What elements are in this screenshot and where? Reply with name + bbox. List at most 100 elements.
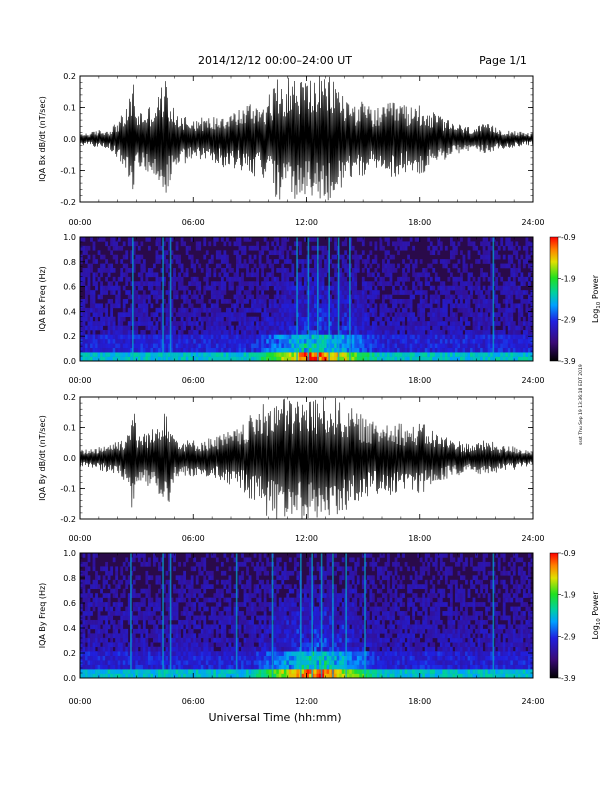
spectrogram-cell: [95, 303, 98, 309]
spectrogram-cell: [522, 321, 526, 326]
spectrogram-cell: [198, 642, 202, 648]
spectrogram-cell: [150, 334, 154, 340]
spectrogram-cell: [112, 588, 116, 594]
spectrogram-cell: [419, 307, 423, 313]
spectrogram-cell: [253, 254, 257, 260]
spectrogram-cell: [449, 307, 453, 313]
spectrogram-cell: [205, 584, 209, 590]
spectrogram-cell: [414, 347, 418, 353]
spectrogram-cell: [517, 356, 521, 361]
spectrogram-cell: [404, 290, 408, 295]
spectrogram-cell: [321, 338, 325, 344]
spectrogram-cell: [271, 241, 275, 247]
spectrogram-cell: [361, 334, 365, 340]
spectrogram-cell: [198, 633, 202, 639]
spectrogram-cell: [122, 593, 126, 598]
spectrogram-cell: [346, 281, 350, 287]
spectrogram-cell: [238, 285, 242, 291]
spectrogram-cell: [248, 338, 252, 344]
spectrogram-cell: [147, 584, 151, 590]
spectrogram-cell: [185, 584, 189, 590]
spectrogram-cell: [127, 237, 131, 242]
spectrogram-cell: [173, 347, 176, 353]
spectrogram-cell: [241, 325, 244, 331]
spectrogram-cell: [85, 570, 88, 576]
spectrogram-cell: [384, 250, 388, 256]
spectrogram-cell: [414, 259, 418, 264]
spectrogram-cell: [135, 299, 139, 304]
spectrogram-cell: [283, 294, 287, 300]
spectrogram-cell: [364, 338, 368, 344]
spectrogram-cell: [397, 250, 400, 256]
spectrogram-cell: [241, 338, 244, 344]
spectrogram-cell: [125, 334, 129, 340]
spectrogram-cell: [147, 245, 151, 251]
spectrogram-cell: [215, 303, 219, 309]
spectrogram-cell: [203, 334, 207, 340]
spectrogram-cell: [185, 624, 189, 630]
spectrogram-cell: [142, 290, 146, 295]
spectrogram-cell: [140, 588, 144, 594]
spectrogram-cell: [115, 254, 119, 260]
spectrogram-cell: [198, 281, 202, 287]
spectrogram-cell: [158, 575, 161, 581]
spectrogram-cell: [175, 637, 179, 643]
spectrogram-cell: [122, 352, 126, 357]
spectrogram-cell: [467, 276, 471, 282]
spectrogram-cell: [319, 334, 322, 340]
spectrogram-cell: [180, 664, 184, 670]
spectrogram-cell: [190, 628, 194, 634]
spectrogram-cell: [155, 597, 159, 603]
spectrogram-cell: [321, 352, 325, 357]
spectrogram-cell: [180, 312, 184, 318]
spectrogram-cell: [215, 655, 219, 661]
spectrogram-cell: [314, 325, 317, 331]
spectrogram-cell: [145, 307, 149, 313]
spectrogram-cell: [266, 254, 270, 260]
spectrogram-cell: [170, 624, 174, 630]
spectrogram-cell: [437, 338, 441, 344]
spectrogram-cell: [281, 321, 285, 326]
spectrogram-cell: [434, 294, 438, 300]
spectrogram-cell: [120, 566, 124, 572]
spectrogram-cell: [97, 294, 101, 300]
spectrogram-cell: [110, 303, 114, 309]
spectrogram-cell: [175, 673, 179, 678]
spectrogram-cell: [122, 588, 126, 594]
spectrogram-cell: [354, 330, 358, 335]
spectrogram-cell: [314, 237, 317, 242]
spectrogram-cell: [137, 673, 141, 678]
spectrogram-cell: [213, 285, 217, 291]
spectrogram-cell: [173, 281, 176, 287]
spectrogram-cell: [223, 290, 227, 295]
spectrogram-cell: [356, 294, 360, 300]
spectrogram-cell: [261, 285, 265, 291]
spectrogram-cell: [100, 303, 103, 309]
spectrogram-cell: [155, 669, 159, 674]
spectrogram-cell: [183, 347, 186, 353]
spectrogram-cell: [158, 294, 161, 300]
spectrogram-cell: [452, 352, 456, 357]
spectrogram-cell: [155, 606, 159, 612]
spectrogram-cell: [334, 272, 337, 278]
spectrogram-cell: [90, 268, 93, 273]
spectrogram-cell: [510, 285, 514, 291]
spectrogram-cell: [434, 330, 438, 335]
spectrogram-cell: [140, 268, 144, 273]
spectrogram-cell: [82, 570, 86, 576]
spectrogram-cell: [110, 664, 114, 670]
spectrogram-cell: [132, 553, 136, 558]
spectrogram-cell: [329, 294, 332, 300]
spectrogram-cell: [525, 290, 529, 295]
spectrogram-cell: [356, 321, 360, 326]
spectrogram-cell: [253, 343, 257, 349]
spectrogram-cell: [188, 646, 192, 652]
spectrogram-cell: [208, 338, 212, 344]
spectrogram-cell: [351, 347, 355, 353]
spectrogram-cell: [512, 281, 516, 287]
spectrogram-cell: [482, 237, 486, 242]
spectrogram-cell: [507, 263, 511, 269]
spectrogram-cell: [263, 343, 267, 349]
spectrogram-cell: [145, 673, 149, 678]
spectrogram-cell: [82, 651, 86, 656]
